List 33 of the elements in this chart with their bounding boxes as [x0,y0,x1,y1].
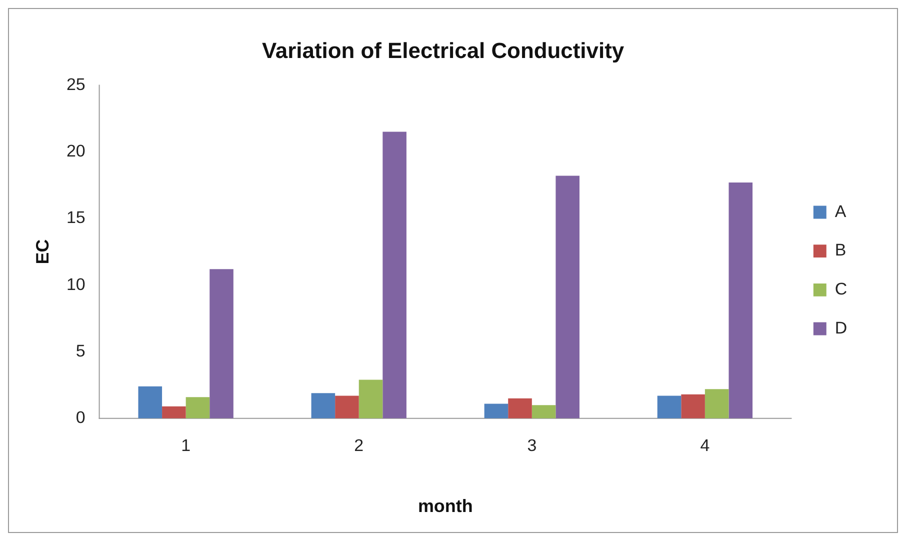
legend-label: C [834,280,848,299]
legend-label: B [834,240,846,260]
y-tick-label: 25 [66,74,86,94]
bar [382,132,406,418]
bar [162,406,186,418]
bar [335,396,359,418]
bar [704,389,729,418]
bar [358,380,383,418]
legend-label: A [834,202,847,221]
y-axis-title: EC [32,239,53,264]
bar [556,176,580,418]
bar [311,393,336,418]
bar [657,396,682,418]
bar [508,398,532,418]
y-tick-label: 15 [66,208,86,228]
x-tick-label: 2 [354,436,364,456]
bar [484,404,508,418]
y-tick-label: 5 [76,341,86,360]
bar [210,269,234,418]
y-tick-label: 0 [76,408,86,428]
x-axis-title: month [418,496,473,516]
chart-title: Variation of Electrical Conductivity [262,38,625,64]
y-tick-label: 10 [66,274,86,294]
x-tick-label: 4 [700,436,710,456]
y-tick-label: 20 [66,141,86,160]
bar [532,405,556,418]
bar [186,397,210,418]
legend-label: D [834,318,848,338]
bar [138,386,162,418]
x-tick-label: 3 [527,436,537,456]
bar [681,394,705,418]
x-tick-label: 1 [181,436,191,456]
bar [728,182,753,418]
